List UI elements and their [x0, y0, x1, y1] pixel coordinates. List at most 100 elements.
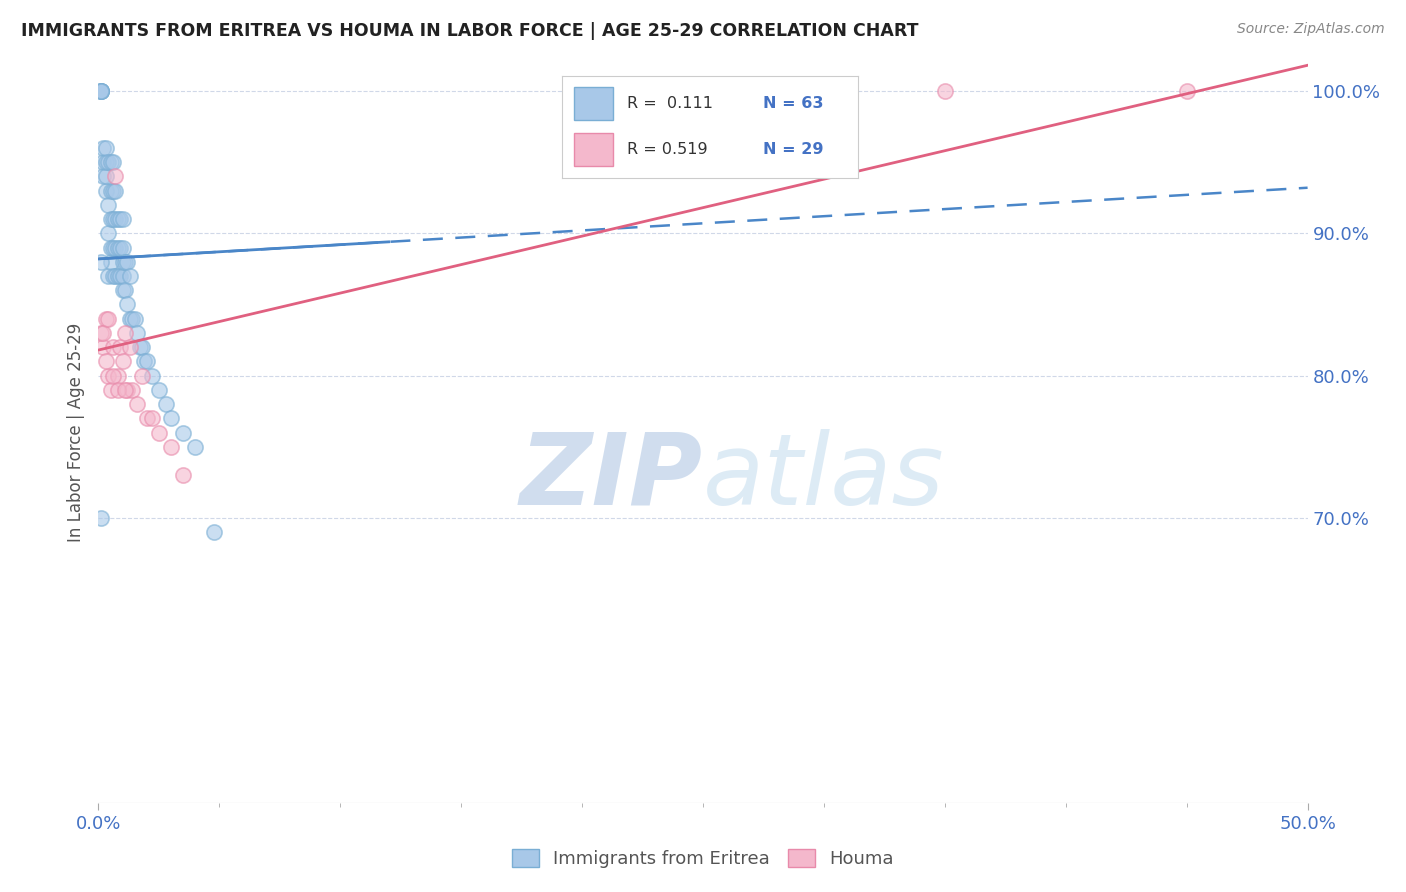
- Point: [90, 254, 112, 268]
- Point: [184, 440, 207, 454]
- Point: [111, 268, 134, 283]
- Point: [107, 212, 129, 227]
- Point: [91, 340, 114, 354]
- Point: [934, 84, 956, 98]
- Point: [114, 254, 136, 268]
- Point: [117, 297, 139, 311]
- Point: [94, 311, 117, 326]
- FancyBboxPatch shape: [574, 133, 613, 166]
- Point: [97, 198, 120, 212]
- Text: atlas: atlas: [703, 428, 945, 525]
- Point: [118, 311, 141, 326]
- Point: [97, 227, 120, 241]
- Point: [97, 368, 120, 383]
- Point: [141, 368, 163, 383]
- Point: [91, 326, 114, 340]
- Point: [90, 84, 112, 98]
- Point: [94, 141, 117, 155]
- Legend: Immigrants from Eritrea, Houma: Immigrants from Eritrea, Houma: [505, 842, 901, 875]
- Point: [91, 169, 114, 184]
- Point: [128, 340, 150, 354]
- Point: [100, 184, 122, 198]
- Point: [141, 411, 163, 425]
- Point: [101, 184, 124, 198]
- Point: [160, 411, 183, 425]
- Point: [160, 440, 183, 454]
- Point: [121, 311, 143, 326]
- Point: [111, 254, 134, 268]
- Point: [101, 241, 124, 255]
- Point: [204, 525, 226, 540]
- Point: [124, 311, 146, 326]
- Text: R =  0.111: R = 0.111: [627, 96, 713, 111]
- Point: [121, 383, 143, 397]
- Point: [107, 383, 129, 397]
- Point: [100, 212, 122, 227]
- Point: [101, 368, 124, 383]
- Text: IMMIGRANTS FROM ERITREA VS HOUMA IN LABOR FORCE | AGE 25-29 CORRELATION CHART: IMMIGRANTS FROM ERITREA VS HOUMA IN LABO…: [21, 22, 918, 40]
- Point: [172, 425, 194, 440]
- Point: [101, 155, 124, 169]
- Point: [104, 268, 127, 283]
- Point: [90, 84, 112, 98]
- Point: [100, 254, 122, 268]
- Point: [127, 326, 149, 340]
- Point: [114, 383, 136, 397]
- Point: [155, 397, 177, 411]
- Point: [114, 283, 136, 297]
- Point: [111, 354, 134, 368]
- Point: [90, 84, 112, 98]
- Point: [100, 241, 122, 255]
- Point: [101, 268, 124, 283]
- Point: [135, 411, 157, 425]
- Text: ZIP: ZIP: [520, 428, 703, 525]
- Point: [101, 212, 124, 227]
- Point: [91, 155, 114, 169]
- Point: [148, 425, 170, 440]
- Point: [108, 241, 131, 255]
- Point: [118, 268, 141, 283]
- Point: [117, 254, 139, 268]
- Point: [1175, 84, 1198, 98]
- Point: [127, 397, 149, 411]
- Point: [118, 340, 141, 354]
- Point: [100, 383, 122, 397]
- Point: [131, 368, 153, 383]
- Point: [90, 511, 112, 525]
- Point: [131, 340, 153, 354]
- Point: [90, 84, 112, 98]
- Point: [97, 155, 120, 169]
- Point: [148, 383, 170, 397]
- Point: [135, 354, 157, 368]
- Point: [104, 241, 127, 255]
- Point: [172, 468, 194, 483]
- Point: [111, 283, 134, 297]
- Y-axis label: In Labor Force | Age 25-29: In Labor Force | Age 25-29: [66, 323, 84, 542]
- Point: [104, 169, 127, 184]
- Point: [104, 184, 127, 198]
- Text: N = 29: N = 29: [763, 142, 824, 157]
- FancyBboxPatch shape: [574, 87, 613, 120]
- Point: [134, 354, 156, 368]
- Point: [91, 141, 114, 155]
- Text: Source: ZipAtlas.com: Source: ZipAtlas.com: [1237, 22, 1385, 37]
- Text: N = 63: N = 63: [763, 96, 824, 111]
- Point: [111, 241, 134, 255]
- Point: [107, 268, 129, 283]
- Point: [94, 184, 117, 198]
- Point: [100, 155, 122, 169]
- Point: [114, 326, 136, 340]
- Point: [107, 241, 129, 255]
- Text: R = 0.519: R = 0.519: [627, 142, 709, 157]
- Point: [107, 368, 129, 383]
- Point: [104, 212, 127, 227]
- Point: [97, 311, 120, 326]
- Point: [117, 383, 139, 397]
- Point: [94, 155, 117, 169]
- Point: [90, 326, 112, 340]
- Point: [108, 340, 131, 354]
- Point: [97, 268, 120, 283]
- Point: [111, 212, 134, 227]
- Point: [108, 212, 131, 227]
- Point: [90, 84, 112, 98]
